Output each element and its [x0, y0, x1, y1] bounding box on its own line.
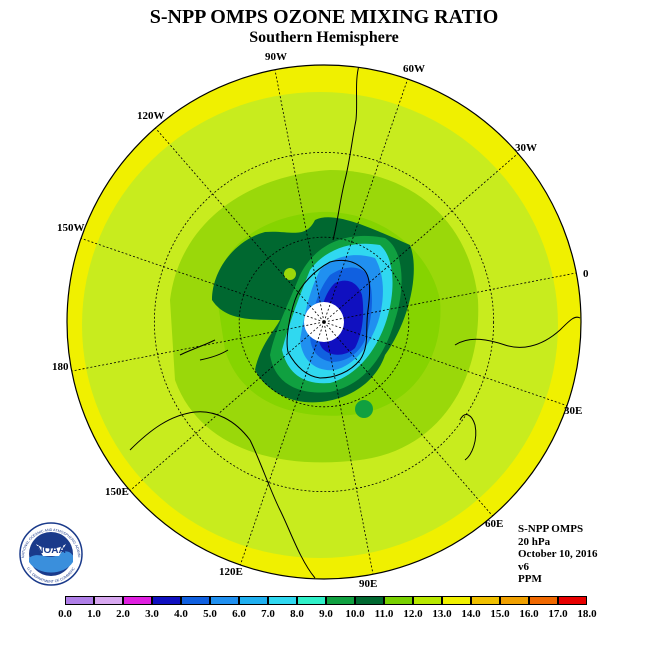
colorbar-label: 2.0 [116, 608, 130, 620]
longitude-line [274, 69, 325, 323]
longitude-line [239, 321, 325, 566]
longitude-line [323, 321, 493, 517]
colorbar-label: 14.0 [461, 608, 481, 620]
longitude-line [71, 321, 325, 372]
info-instrument: S-NPP OMPS [518, 523, 584, 535]
longitude-line [323, 78, 409, 323]
colorbar-label: 11.0 [374, 608, 394, 620]
colorbar-swatch [326, 596, 355, 605]
colorbar-swatch [500, 596, 529, 605]
colorbar-label: 1.0 [87, 608, 101, 620]
colorbar-swatch [268, 596, 297, 605]
madagascar-coastline [459, 414, 477, 461]
lon-label-90e: 90E [359, 578, 378, 590]
lon-label-30e: 30E [564, 405, 583, 417]
info-level: 20 hPa [518, 535, 551, 548]
colorbar-label: 3.0 [145, 608, 159, 620]
colorbar-swatch [152, 596, 181, 605]
longitude-line [129, 321, 325, 491]
colorbar-swatch [558, 596, 587, 605]
coastlines [129, 65, 581, 579]
longitude-line [80, 237, 325, 323]
longitude-line [323, 272, 577, 323]
colorbar-label: 15.0 [490, 608, 510, 620]
lon-label-180: 180 [52, 361, 69, 373]
info-version: v6 [518, 560, 529, 573]
colorbar-swatch [94, 596, 123, 605]
colorbar-label: 10.0 [345, 608, 365, 620]
colorbar-swatch [384, 596, 413, 605]
colorbar-swatch [355, 596, 384, 605]
longitude-line [323, 153, 519, 323]
colorbar-label: 4.0 [174, 608, 188, 620]
latitude-circle [153, 151, 495, 493]
info-date: October 10, 2016 [518, 548, 598, 560]
colorbar-label: 8.0 [290, 608, 304, 620]
lon-label-30w: 30W [515, 142, 537, 154]
info-block: S-NPP OMPS 20 hPa October 10, 2016 v6 PP… [518, 523, 598, 586]
colorbar-label: 12.0 [403, 608, 423, 620]
graticule [71, 69, 577, 575]
south-america-coastline [332, 65, 361, 241]
logo-noaa-text: NOAA [36, 545, 65, 556]
map-subtitle: Southern Hemisphere [249, 29, 399, 46]
lon-label-120w: 120W [137, 110, 165, 122]
latitude-circle [238, 236, 410, 408]
colorbar-swatch [65, 596, 94, 605]
map-title: S-NPP OMPS OZONE MIXING RATIO [149, 6, 499, 28]
lon-label-0: 0 [583, 268, 589, 280]
lon-label-150w: 150W [57, 222, 85, 234]
colorbar-swatch [297, 596, 326, 605]
lon-label-90w: 90W [265, 51, 287, 63]
colorbar-label: 6.0 [232, 608, 246, 620]
lon-label-120e: 120E [219, 566, 243, 578]
map-boundary [66, 64, 582, 580]
colorbar-label: 9.0 [319, 608, 333, 620]
info-units: PPM [518, 573, 542, 585]
lon-label-60e: 60E [485, 518, 504, 530]
colorbar-swatch [210, 596, 239, 605]
africa-coastline [454, 316, 581, 348]
colorbar-swatch [529, 596, 558, 605]
colorbar-label: 7.0 [261, 608, 275, 620]
colorbar-swatch [181, 596, 210, 605]
field-pale-spot [284, 268, 296, 280]
colorbar-label: 17.0 [548, 608, 568, 620]
colorbar-swatch [442, 596, 471, 605]
colorbar-label: 13.0 [432, 608, 452, 620]
colorbar-swatch [471, 596, 500, 605]
colorbar-swatch [413, 596, 442, 605]
australia-coastline [129, 411, 316, 579]
field-small-green-spot [355, 400, 373, 418]
longitude-line [323, 321, 568, 407]
new-zealand-coastline [179, 339, 229, 361]
colorbar-label: 5.0 [203, 608, 217, 620]
colorbar-label: 0.0 [58, 608, 72, 620]
lon-label-150e: 150E [105, 486, 129, 498]
noaa-logo: NOAA NATIONAL OCEANIC AND ATMOSPHERIC AD… [14, 522, 83, 586]
colorbar-swatch [239, 596, 268, 605]
colorbar-swatch [123, 596, 152, 605]
longitude-line [323, 321, 374, 575]
longitude-line [155, 127, 325, 323]
colorbar-label: 18.0 [577, 608, 597, 620]
lon-label-60w: 60W [403, 63, 425, 75]
colorbar-label: 16.0 [519, 608, 539, 620]
